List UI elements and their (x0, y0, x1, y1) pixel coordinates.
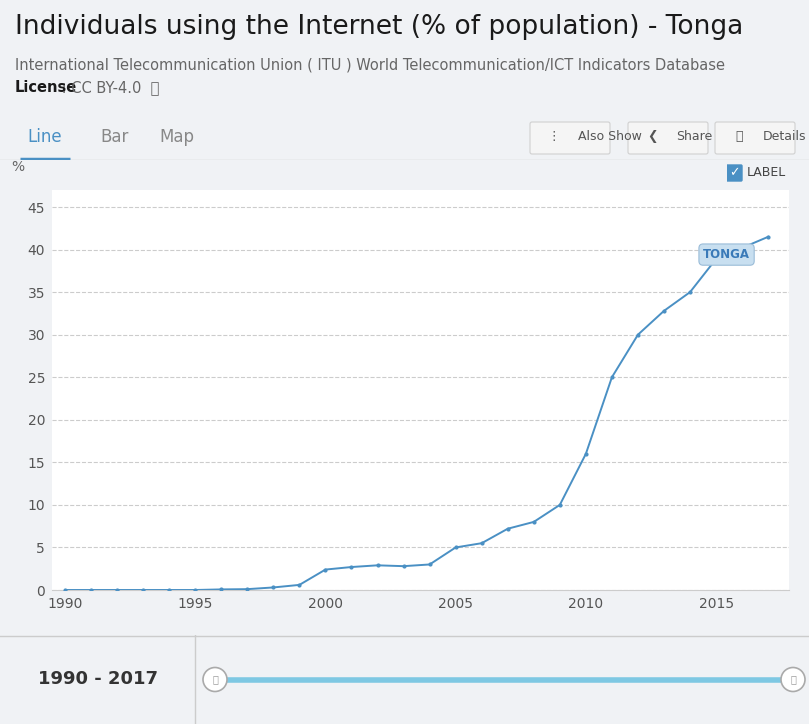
Text: : CC BY-4.0  ⓘ: : CC BY-4.0 ⓘ (57, 80, 159, 95)
Text: TONGA: TONGA (703, 248, 750, 261)
Text: License: License (15, 80, 77, 95)
Text: ⏸: ⏸ (212, 675, 218, 684)
Text: Individuals using the Internet (% of population) - Tonga: Individuals using the Internet (% of pop… (15, 14, 743, 40)
Text: Details: Details (763, 130, 807, 143)
FancyBboxPatch shape (628, 122, 708, 154)
Circle shape (203, 668, 227, 691)
Text: ⏸: ⏸ (790, 675, 796, 684)
Text: Share: Share (676, 130, 712, 143)
Text: Map: Map (159, 127, 194, 146)
Text: ⋮: ⋮ (548, 130, 561, 143)
Text: Also Show: Also Show (578, 130, 642, 143)
Text: Bar: Bar (101, 127, 129, 146)
Text: International Telecommunication Union ( ITU ) World Telecommunication/ICT Indica: International Telecommunication Union ( … (15, 58, 725, 73)
Text: ❮: ❮ (646, 130, 657, 143)
FancyBboxPatch shape (715, 122, 795, 154)
Text: Line: Line (28, 127, 62, 146)
Circle shape (781, 668, 805, 691)
Text: 1990 - 2017: 1990 - 2017 (38, 670, 158, 689)
Text: %: % (11, 160, 24, 174)
FancyBboxPatch shape (530, 122, 610, 154)
Text: ✓: ✓ (729, 167, 739, 180)
Text: ⓘ: ⓘ (735, 130, 743, 143)
FancyBboxPatch shape (726, 165, 742, 181)
Text: LABEL: LABEL (747, 167, 786, 180)
